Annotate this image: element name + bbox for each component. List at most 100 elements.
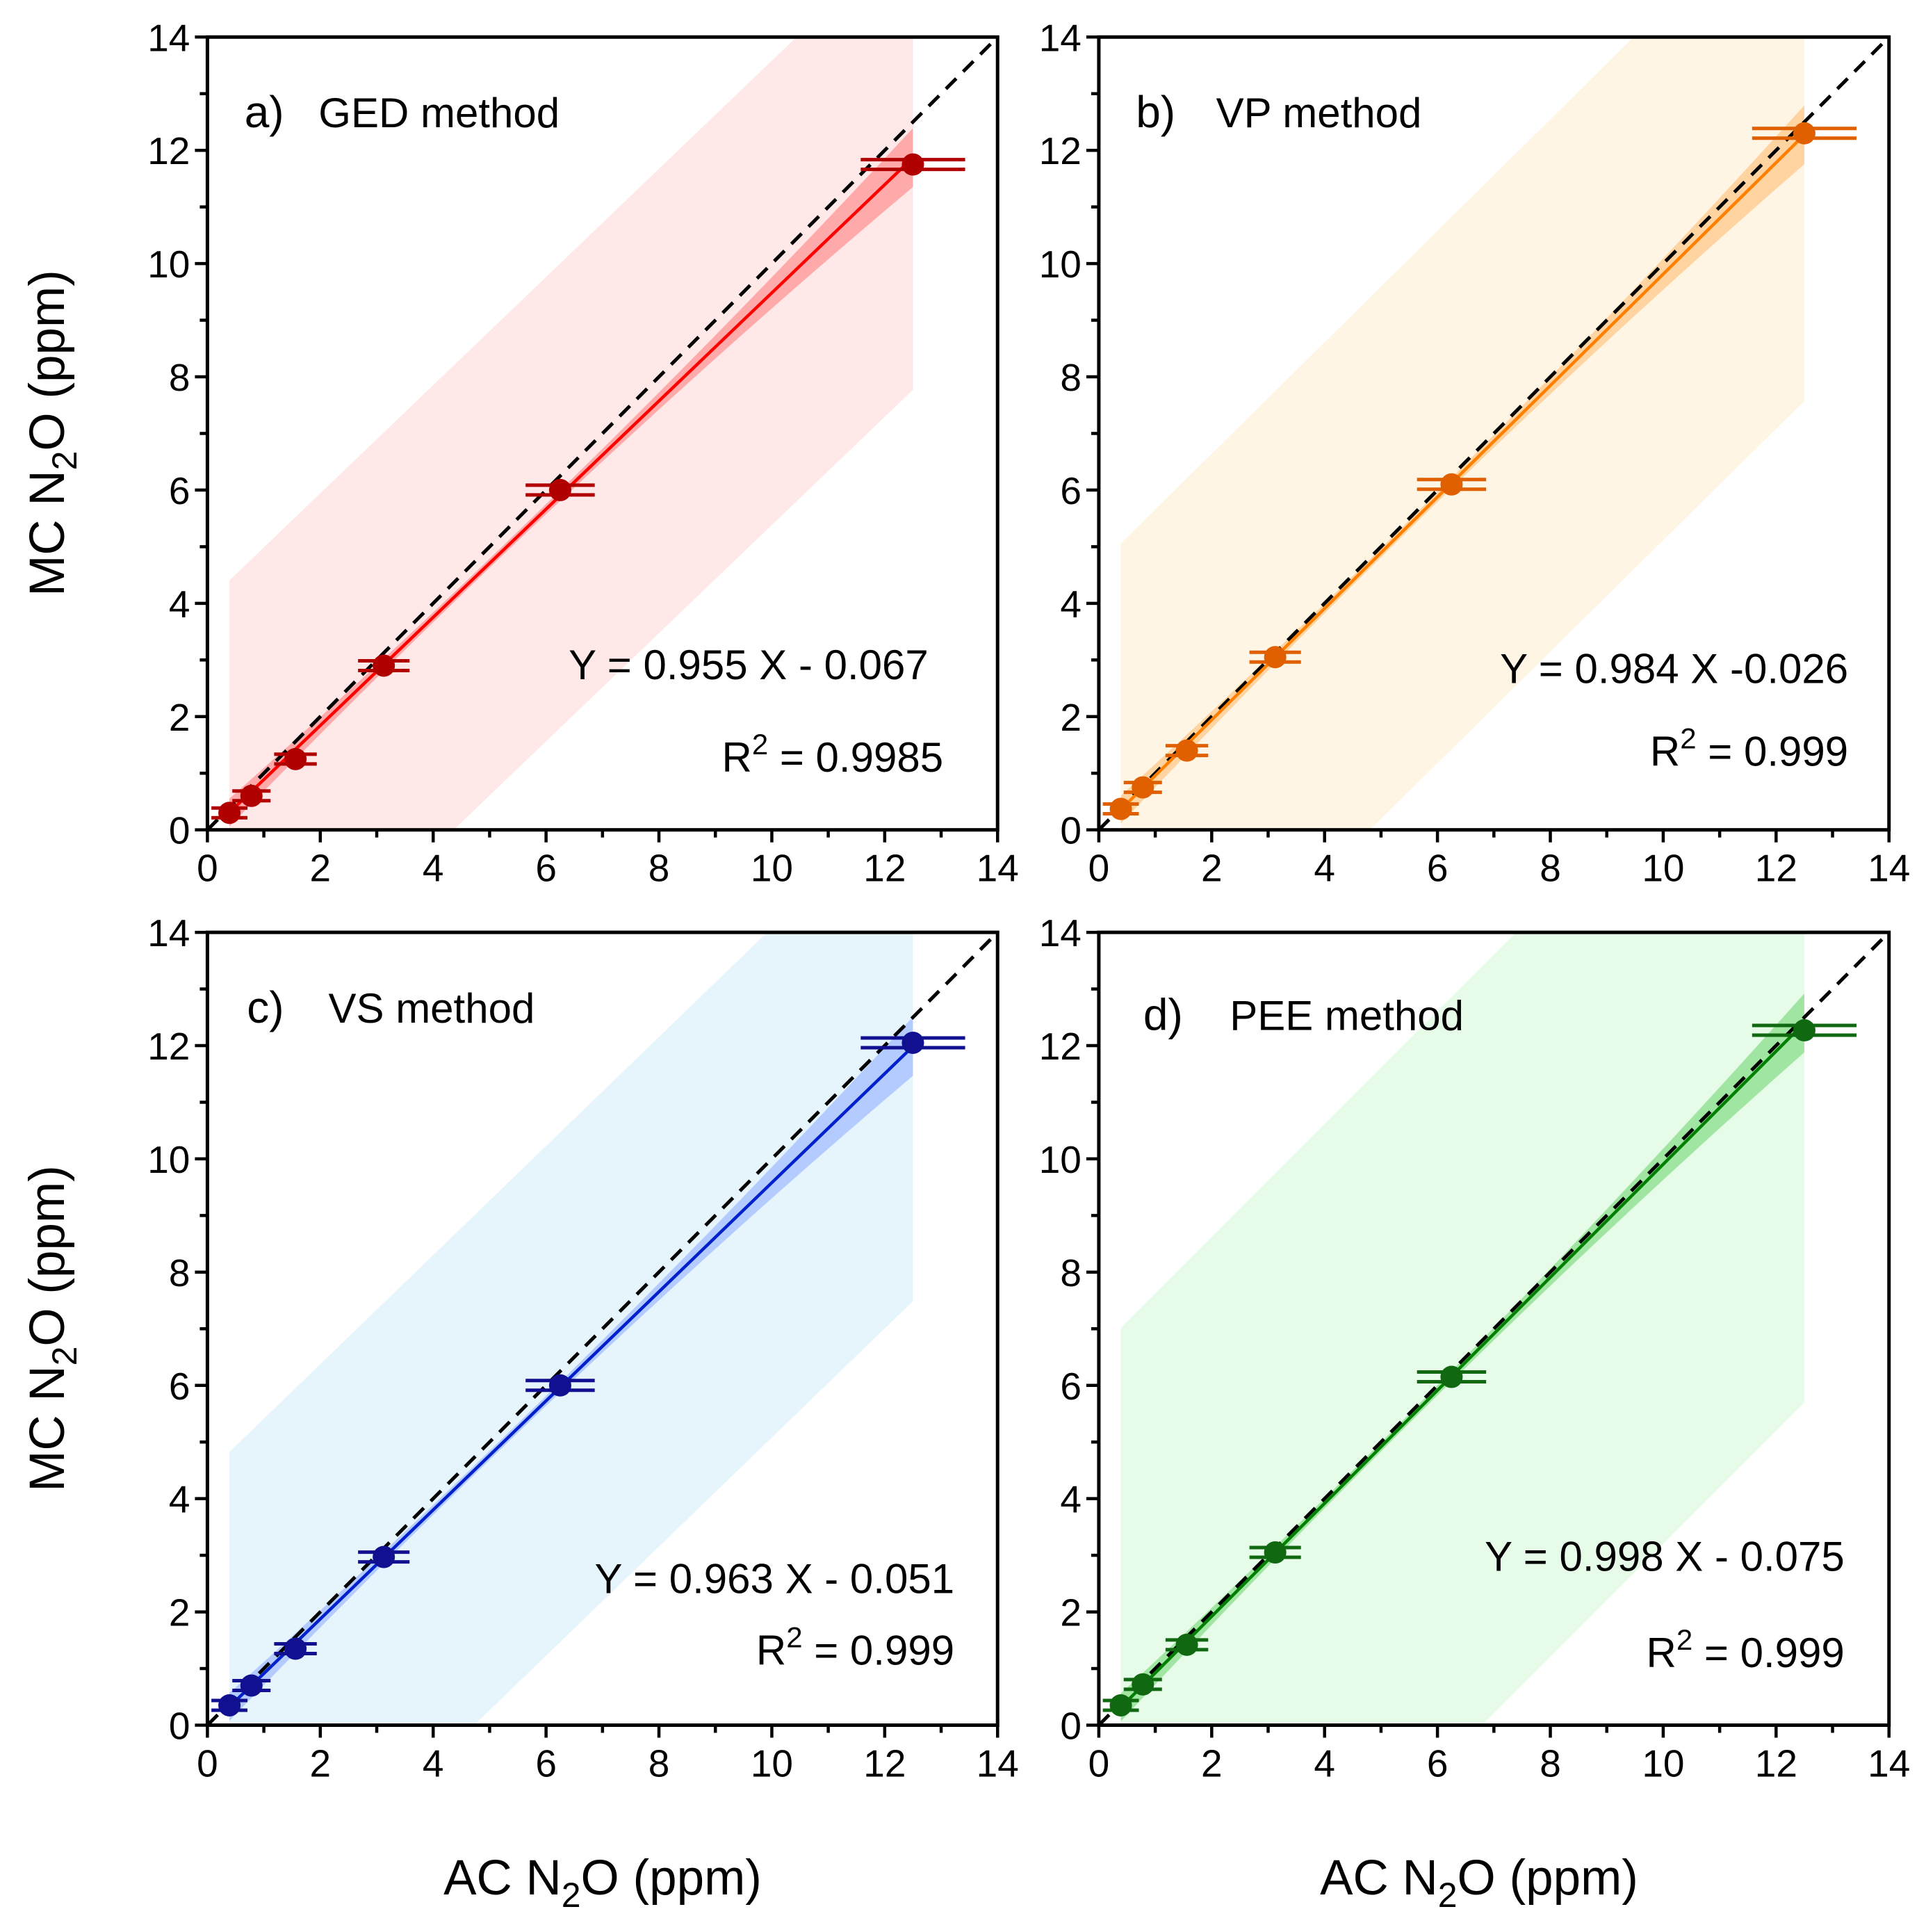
r-squared: R2 = 0.999 xyxy=(1647,1623,1845,1676)
x-tick-label: 6 xyxy=(535,847,557,890)
data-marker xyxy=(284,1637,307,1660)
data-point xyxy=(1102,797,1139,820)
panel-label: a) xyxy=(245,87,284,137)
data-point xyxy=(274,747,317,770)
data-marker xyxy=(901,153,924,176)
x-tick-label: 2 xyxy=(310,847,332,890)
x-label-rest: O (ppm) xyxy=(581,1851,762,1906)
panel-c: 0 2 4 6 8 10 12 14 0 2 4 6 8 10 12 14 c) VS method Y = 0.9… xyxy=(147,911,1019,1785)
data-marker xyxy=(284,747,307,770)
data-point xyxy=(232,1674,271,1697)
data-point xyxy=(358,654,410,677)
x-tick-label: 10 xyxy=(1642,1742,1684,1785)
one-to-one-line xyxy=(206,35,999,831)
x-tick-label: 4 xyxy=(1314,847,1335,890)
x-axis-label-right: AC N2O (ppm) xyxy=(1320,1851,1638,1915)
r2-value: = 0.999 xyxy=(1697,728,1849,774)
x-tick-label: 12 xyxy=(1755,847,1797,890)
data-marker xyxy=(1264,1541,1287,1564)
panel-title: VP method xyxy=(1216,90,1422,136)
y-tick-label: 12 xyxy=(147,1025,190,1068)
r-squared: R2 = 0.999 xyxy=(1650,722,1848,774)
data-marker xyxy=(548,478,571,501)
x-tick-label: 14 xyxy=(977,847,1019,890)
y-tick-label: 14 xyxy=(1039,16,1082,59)
y-tick-label: 10 xyxy=(147,1138,190,1181)
r2-value: = 0.999 xyxy=(803,1627,955,1673)
one-to-one-line xyxy=(206,931,999,1727)
data-marker xyxy=(240,784,263,807)
panel-label: d) xyxy=(1143,989,1183,1039)
data-marker xyxy=(1175,739,1198,762)
prediction-band xyxy=(229,37,913,830)
x-tick-label: 2 xyxy=(310,1742,332,1785)
y-axis-label-top: MC N2O (ppm) xyxy=(20,270,84,596)
data-point xyxy=(1752,122,1857,145)
x-tick-label: 8 xyxy=(1540,847,1561,890)
prediction-band xyxy=(1120,37,1804,830)
x-tick-label: 10 xyxy=(1642,847,1684,890)
y-tick-label: 14 xyxy=(147,16,190,59)
data-marker xyxy=(1793,1019,1815,1042)
x-label-rest: O (ppm) xyxy=(1458,1851,1638,1906)
y-tick-label: 4 xyxy=(1060,583,1082,626)
r2-value: = 0.999 xyxy=(1692,1630,1845,1676)
x-tick-label: 6 xyxy=(1427,847,1448,890)
y-tick-label: 12 xyxy=(1039,1025,1082,1068)
x-tick-label: 12 xyxy=(863,1742,906,1785)
x-label-main: AC N xyxy=(1320,1851,1438,1906)
y-tick-label: 0 xyxy=(169,809,190,852)
x-tick-label: 10 xyxy=(751,847,793,890)
panel-b: 0 2 4 6 8 10 12 14 0 2 4 6 8 10 12 14 b) VP method Y = 0.9… xyxy=(1039,16,1911,889)
y-tick-label: 14 xyxy=(147,911,190,955)
x-tick-label: 0 xyxy=(1088,847,1110,890)
y-tick-label: 2 xyxy=(169,1591,190,1634)
r2-label: R xyxy=(1647,1630,1676,1676)
x-tick-label: 8 xyxy=(648,847,670,890)
x-tick-label: 12 xyxy=(1755,1742,1797,1785)
y-tick-label: 0 xyxy=(1060,1704,1082,1747)
y-tick-label: 8 xyxy=(169,356,190,399)
data-marker xyxy=(373,654,395,677)
data-point xyxy=(232,784,271,807)
r-squared: R2 = 0.9985 xyxy=(721,728,943,781)
fit-line xyxy=(228,1045,915,1708)
x-axis-label-left: AC N2O (ppm) xyxy=(443,1851,762,1915)
data-point xyxy=(274,1637,317,1660)
x-tick-label: 0 xyxy=(197,1742,218,1785)
data-point xyxy=(1165,1633,1209,1656)
y-tick-label: 12 xyxy=(147,129,190,172)
data-point xyxy=(860,153,965,176)
y-tick-label: 6 xyxy=(169,1365,190,1408)
x-tick-label: 0 xyxy=(1088,1742,1110,1785)
panel-label: c) xyxy=(247,982,284,1032)
panel-label: b) xyxy=(1136,87,1175,137)
x-tick-label: 4 xyxy=(1314,1742,1335,1785)
panel-a: 0 2 4 6 8 10 12 14 0 2 4 6 8 10 12 14 a) GED method Y = 0.… xyxy=(147,16,1019,889)
one-to-one-line xyxy=(1097,931,1891,1727)
y-label-subscript: 2 xyxy=(45,451,84,471)
data-point xyxy=(1752,1019,1857,1042)
y-tick-label: 4 xyxy=(169,583,190,626)
confidence-band xyxy=(1120,993,1804,1721)
x-tick-label: 8 xyxy=(1540,1742,1561,1785)
r2-exponent: 2 xyxy=(752,728,768,761)
y-tick-label: 0 xyxy=(1060,809,1082,852)
y-tick-label: 10 xyxy=(147,243,190,286)
confidence-band xyxy=(1120,105,1804,824)
data-point xyxy=(1417,473,1487,496)
data-point xyxy=(1417,1365,1487,1388)
data-point xyxy=(211,1694,248,1716)
data-marker xyxy=(1793,122,1815,145)
confidence-band xyxy=(229,128,913,827)
data-point xyxy=(1249,1541,1301,1564)
panel-d: 0 2 4 6 8 10 12 14 0 2 4 6 8 10 12 14 d) PEE method Y = 0.… xyxy=(1039,911,1911,1785)
data-marker xyxy=(1440,473,1463,496)
y-tick-label: 2 xyxy=(1060,1591,1082,1634)
x-label-subscript: 2 xyxy=(1438,1876,1458,1915)
data-marker xyxy=(1109,1694,1132,1716)
y-tick-label: 6 xyxy=(169,469,190,512)
y-tick-label: 14 xyxy=(1039,911,1082,955)
x-tick-label: 4 xyxy=(423,847,444,890)
x-tick-label: 2 xyxy=(1201,847,1223,890)
